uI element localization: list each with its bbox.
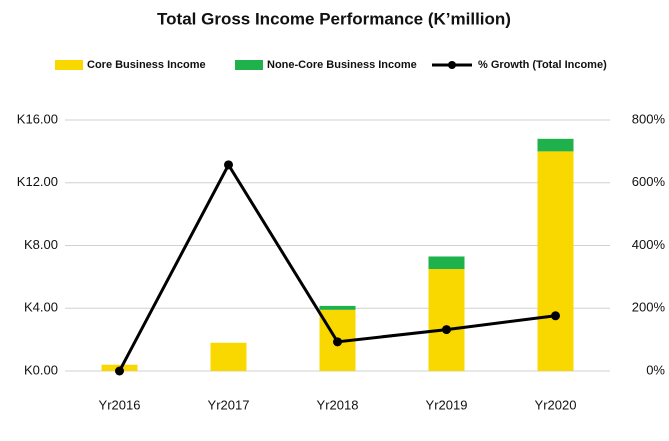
y2-tick-label: 600% [632,174,666,189]
y2-tick-label: 0% [646,362,665,377]
y-tick-label: K16.00 [17,111,58,126]
y-tick-label: K12.00 [17,174,58,189]
legend-label: % Growth (Total Income) [478,59,607,71]
x-tick-label: Yr2016 [99,397,141,412]
y-tick-label: K8.00 [24,237,58,252]
chart-title: Total Gross Income Performance (K’millio… [157,9,511,28]
x-tick-label: Yr2017 [208,397,250,412]
y2-tick-label: 200% [632,300,666,315]
line-marker [551,311,560,321]
legend-label: None-Core Business Income [267,59,417,71]
bar [428,269,465,371]
x-tick-label: Yr2020 [535,397,577,412]
y-tick-label: K0.00 [24,362,58,377]
x-tick-label: Yr2018 [317,397,359,412]
y2-tick-label: 800% [632,111,666,126]
bar [319,305,356,310]
x-tick-label: Yr2019 [426,397,468,412]
legend-swatch [235,60,263,70]
legend-label: Core Business Income [87,59,206,71]
y-tick-label: K4.00 [24,300,58,315]
y2-tick-label: 400% [632,237,666,252]
line-marker [333,337,342,347]
bar [537,151,574,371]
line-marker [115,366,124,376]
legend-swatch [55,60,83,70]
line-marker [224,160,233,170]
legend-marker [448,61,456,69]
bar [428,256,465,270]
bar [537,138,574,152]
line-marker [442,325,451,335]
bar [210,342,247,371]
